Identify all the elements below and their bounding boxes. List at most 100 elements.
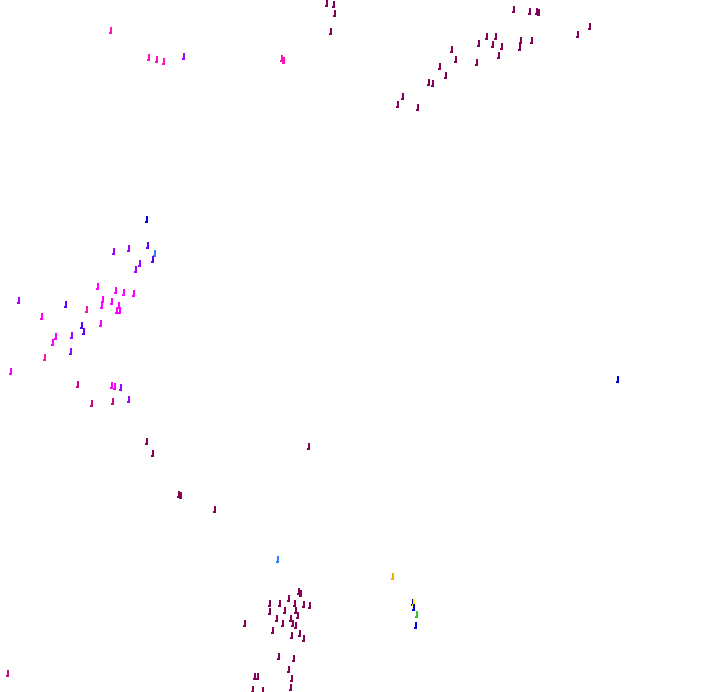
mark-foot bbox=[275, 620, 277, 622]
mark bbox=[148, 54, 150, 61]
mark bbox=[498, 52, 500, 59]
mark bbox=[152, 256, 154, 263]
mark bbox=[113, 248, 115, 255]
mark bbox=[111, 298, 113, 305]
mark-foot bbox=[293, 605, 295, 607]
mark-foot bbox=[80, 327, 82, 329]
mark-foot bbox=[281, 625, 283, 627]
mark bbox=[123, 289, 125, 296]
mark bbox=[476, 59, 478, 66]
mark bbox=[112, 398, 114, 405]
mark bbox=[97, 283, 99, 290]
mark-foot bbox=[127, 401, 129, 403]
mark-foot bbox=[491, 46, 493, 48]
mark-foot bbox=[119, 389, 121, 391]
mark-foot bbox=[299, 595, 301, 597]
mark-foot bbox=[500, 48, 502, 50]
mark bbox=[295, 607, 297, 614]
mark-foot bbox=[297, 593, 299, 595]
mark bbox=[292, 620, 294, 627]
mark bbox=[55, 333, 57, 340]
mark bbox=[120, 384, 122, 391]
mark-foot bbox=[9, 373, 11, 375]
mark-foot bbox=[43, 359, 45, 361]
mark-foot bbox=[132, 295, 134, 297]
mark bbox=[269, 608, 271, 615]
mark-foot bbox=[290, 637, 292, 639]
mark-foot bbox=[292, 660, 294, 662]
mark-foot bbox=[475, 64, 477, 66]
mark-foot bbox=[268, 613, 270, 615]
mark-foot bbox=[114, 292, 116, 294]
mark-foot bbox=[530, 42, 532, 44]
mark bbox=[281, 55, 283, 62]
mark-foot bbox=[64, 306, 66, 308]
mark bbox=[308, 443, 310, 450]
mark-foot bbox=[588, 28, 590, 30]
mark-foot bbox=[412, 609, 414, 611]
mark bbox=[156, 56, 158, 63]
mark bbox=[478, 40, 480, 47]
mark bbox=[139, 260, 141, 267]
mark-foot bbox=[110, 387, 112, 389]
mark bbox=[300, 590, 302, 597]
mark bbox=[415, 622, 417, 629]
mark-foot bbox=[6, 675, 8, 677]
mark bbox=[495, 33, 497, 40]
mark-foot bbox=[438, 68, 440, 70]
mark-foot bbox=[280, 60, 282, 62]
mark bbox=[303, 635, 305, 642]
mark bbox=[118, 302, 120, 309]
mark-foot bbox=[213, 511, 215, 513]
mark bbox=[519, 44, 521, 51]
mark-foot bbox=[396, 106, 398, 108]
mark bbox=[214, 506, 216, 513]
mark-foot bbox=[82, 333, 84, 335]
mark-foot bbox=[182, 58, 184, 60]
mark bbox=[326, 0, 328, 7]
mark bbox=[269, 600, 271, 607]
mark-foot bbox=[85, 311, 87, 313]
mark bbox=[116, 307, 118, 314]
mark bbox=[330, 28, 332, 35]
mark bbox=[413, 599, 415, 606]
mark bbox=[83, 328, 85, 335]
mark bbox=[180, 492, 182, 499]
mark-foot bbox=[146, 247, 148, 249]
mark-foot bbox=[333, 15, 335, 17]
mark-foot bbox=[278, 605, 280, 607]
mark bbox=[309, 602, 311, 609]
mark-foot bbox=[512, 11, 514, 13]
mark-foot bbox=[450, 51, 452, 53]
mark-foot bbox=[307, 448, 309, 450]
mark-foot bbox=[414, 627, 416, 629]
mark-foot bbox=[294, 627, 296, 629]
mark bbox=[178, 491, 180, 498]
mark bbox=[41, 313, 43, 320]
mark-foot bbox=[109, 32, 111, 34]
mark bbox=[279, 600, 281, 607]
mark-foot bbox=[118, 312, 120, 314]
mark bbox=[284, 607, 286, 614]
mark bbox=[111, 382, 113, 389]
mark bbox=[128, 396, 130, 403]
mark bbox=[100, 320, 102, 327]
mark-foot bbox=[518, 49, 520, 51]
mark-foot bbox=[287, 671, 289, 673]
mark bbox=[392, 573, 394, 580]
mark-foot bbox=[290, 680, 292, 682]
mark-foot bbox=[100, 307, 102, 309]
mark bbox=[44, 354, 46, 361]
mark bbox=[303, 601, 305, 608]
mark bbox=[114, 383, 116, 390]
mark bbox=[70, 348, 72, 355]
mark-foot bbox=[535, 13, 537, 15]
mark-foot bbox=[276, 561, 278, 563]
mark bbox=[402, 93, 404, 100]
mark-foot bbox=[76, 386, 78, 388]
mark-foot bbox=[147, 59, 149, 61]
mark bbox=[445, 72, 447, 79]
mark bbox=[272, 627, 274, 634]
mark bbox=[288, 595, 290, 602]
mark-foot bbox=[111, 403, 113, 405]
